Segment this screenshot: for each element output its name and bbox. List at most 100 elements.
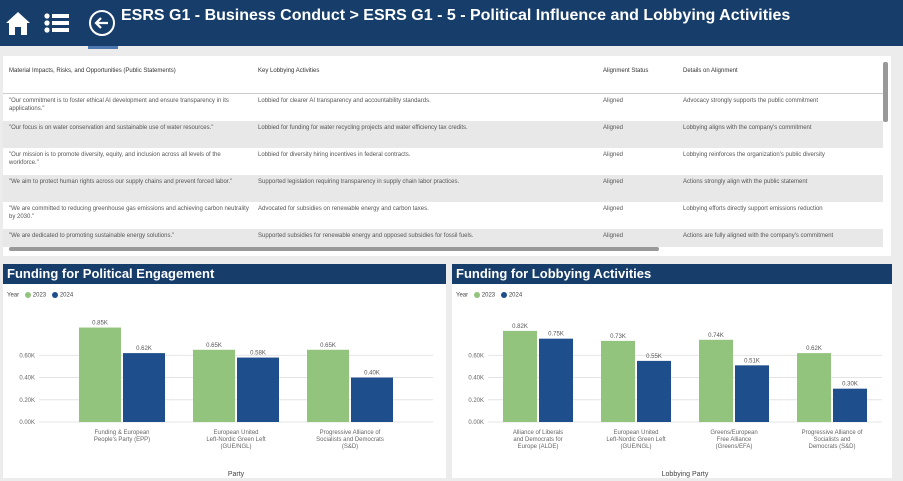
political-engagement-panel: Funding for Political Engagement Year 20… bbox=[3, 264, 446, 478]
legend-swatch bbox=[51, 292, 58, 298]
x-tick-label: European United bbox=[213, 430, 258, 436]
bar-2024[interactable] bbox=[637, 360, 671, 422]
column-header[interactable]: Alignment Status bbox=[603, 68, 649, 74]
data-label: 0.65K bbox=[206, 343, 222, 349]
legend-title: Year bbox=[456, 292, 469, 299]
x-tick-label: Progressive Alliance of bbox=[320, 430, 381, 436]
data-label: 0.58K bbox=[250, 351, 266, 357]
bar-2023[interactable] bbox=[193, 349, 235, 422]
y-tick-label: 0.60K bbox=[468, 353, 484, 359]
table-cell: Lobbying reinforces the organization's p… bbox=[683, 152, 825, 158]
bar-2024[interactable] bbox=[833, 388, 867, 422]
data-label: 0.73K bbox=[610, 334, 626, 340]
x-tick-label: Left-Nordic Green Left bbox=[606, 437, 666, 443]
y-tick-label: 0.60K bbox=[19, 353, 35, 359]
x-tick-label: Greens/European bbox=[710, 430, 757, 436]
bar-2023[interactable] bbox=[79, 327, 121, 422]
home-icon[interactable] bbox=[3, 8, 33, 38]
bar-2023[interactable] bbox=[601, 340, 635, 422]
y-tick-label: 0.20K bbox=[19, 398, 35, 404]
y-tick-label: 0.00K bbox=[19, 420, 35, 426]
bar-2024[interactable] bbox=[539, 338, 573, 422]
x-tick-label: (GUE/NGL) bbox=[220, 444, 251, 450]
table-cell: "Our commitment is to foster ethical AI … bbox=[9, 98, 229, 112]
y-tick-label: 0.00K bbox=[468, 420, 484, 426]
active-tab-indicator bbox=[88, 46, 118, 49]
data-label: 0.51K bbox=[744, 358, 760, 364]
x-tick-label: (GUE/NGL) bbox=[620, 444, 651, 450]
lobbying-activities-panel: Funding for Lobbying Activities Year 202… bbox=[452, 264, 892, 478]
table-row[interactable]: "We aim to protect human rights across o… bbox=[3, 175, 883, 202]
legend-swatch bbox=[24, 292, 31, 298]
table-cell: Lobbied for diversity hiring incentives … bbox=[258, 152, 411, 158]
table-row[interactable]: "Our mission is to promote diversity, eq… bbox=[3, 148, 883, 175]
legend-item[interactable]: 2024 bbox=[508, 292, 523, 299]
back-arrow-icon[interactable] bbox=[87, 8, 117, 38]
table-row[interactable]: "Our focus is on water conservation and … bbox=[3, 121, 883, 148]
y-tick-label: 0.40K bbox=[19, 376, 35, 382]
table-cell: Aligned bbox=[603, 152, 624, 158]
bar-2024[interactable] bbox=[123, 353, 165, 422]
x-tick-label: (S&D) bbox=[342, 444, 358, 450]
legend-title: Year bbox=[7, 292, 20, 299]
table-cell: Lobbied for clearer AI transparency and … bbox=[258, 98, 431, 104]
table-cell: "Our mission is to promote diversity, eq… bbox=[9, 152, 221, 166]
column-header[interactable]: Key Lobbying Activities bbox=[258, 68, 320, 74]
list-icon[interactable] bbox=[42, 8, 72, 38]
data-label: 0.62K bbox=[136, 346, 152, 352]
x-tick-label: and Democrats for bbox=[513, 437, 562, 443]
x-tick-label: People's Party (EPP) bbox=[94, 437, 150, 443]
bar-2023[interactable] bbox=[797, 353, 831, 422]
bar-2024[interactable] bbox=[735, 365, 769, 422]
table-header-row: Material Impacts, Risks, and Opportuniti… bbox=[3, 64, 883, 94]
x-tick-label: Alliance of Liberals bbox=[513, 430, 563, 436]
x-tick-label: (Greens/EFA) bbox=[716, 444, 753, 450]
x-tick-label: Funding & European bbox=[94, 430, 149, 436]
legend-item[interactable]: 2023 bbox=[481, 292, 496, 299]
table-row[interactable]: "Our commitment is to foster ethical AI … bbox=[3, 94, 883, 121]
data-label: 0.30K bbox=[842, 382, 858, 388]
table-cell: Lobbying aligns with the company's commi… bbox=[683, 125, 812, 131]
data-label: 0.62K bbox=[806, 346, 822, 352]
horizontal-scrollbar[interactable] bbox=[9, 247, 659, 251]
data-label: 0.85K bbox=[92, 321, 108, 327]
legend-swatch bbox=[500, 292, 507, 298]
data-label: 0.55K bbox=[646, 354, 662, 360]
table-cell: Supported subsidies for renewable energy… bbox=[258, 233, 474, 239]
lobbying-alignment-table: Material Impacts, Risks, and Opportuniti… bbox=[3, 56, 891, 256]
x-tick-label: Left-Nordic Green Left bbox=[206, 437, 266, 443]
table-row[interactable]: "We are dedicated to promoting sustainab… bbox=[3, 229, 883, 247]
table-cell: Actions are fully aligned with the compa… bbox=[683, 233, 834, 239]
data-label: 0.65K bbox=[320, 343, 336, 349]
bar-2023[interactable] bbox=[699, 339, 733, 422]
table-cell: Aligned bbox=[603, 206, 624, 212]
legend-item[interactable]: 2024 bbox=[59, 292, 74, 299]
x-tick-label: Socialists and bbox=[813, 437, 850, 443]
table-row[interactable]: "We are committed to reducing greenhouse… bbox=[3, 202, 883, 229]
table-cell: Lobbied for funding for water recycling … bbox=[258, 125, 468, 131]
table-cell: Aligned bbox=[603, 125, 624, 131]
vertical-scrollbar[interactable] bbox=[883, 62, 888, 122]
table-cell: Aligned bbox=[603, 179, 624, 185]
header-bar: ESRS G1 - Business Conduct > ESRS G1 - 5… bbox=[0, 0, 903, 46]
table-cell: Advocated for subsidies on renewable ene… bbox=[258, 206, 429, 212]
bar-2024[interactable] bbox=[237, 357, 279, 422]
x-tick-label: Free Alliance bbox=[717, 437, 752, 443]
bar-2023[interactable] bbox=[307, 349, 349, 422]
table-cell: Aligned bbox=[603, 98, 624, 104]
table-cell: "We aim to protect human rights across o… bbox=[9, 179, 233, 185]
chart-legend: Year 2023 2024 bbox=[7, 292, 73, 299]
table-cell: Supported legislation requiring transpar… bbox=[258, 179, 460, 185]
bar-2024[interactable] bbox=[351, 377, 393, 422]
table-cell: Actions strongly align with the public s… bbox=[683, 179, 808, 185]
page-title: ESRS G1 - Business Conduct > ESRS G1 - 5… bbox=[121, 7, 791, 24]
table-cell: "We are committed to reducing greenhouse… bbox=[9, 206, 249, 220]
legend-item[interactable]: 2023 bbox=[32, 292, 47, 299]
column-header[interactable]: Material Impacts, Risks, and Opportuniti… bbox=[9, 68, 176, 74]
y-tick-label: 0.40K bbox=[468, 376, 484, 382]
bar-2023[interactable] bbox=[503, 330, 537, 422]
column-header[interactable]: Details on Alignment bbox=[683, 68, 738, 74]
political-engagement-bar-chart: 0.00K 0.20K 0.40K 0.60K 0.85K 0.62K Funding & … bbox=[19, 321, 433, 478]
chart-legend: Year 2023 2024 bbox=[456, 292, 522, 299]
x-axis-label: Lobbying Party bbox=[662, 471, 709, 478]
